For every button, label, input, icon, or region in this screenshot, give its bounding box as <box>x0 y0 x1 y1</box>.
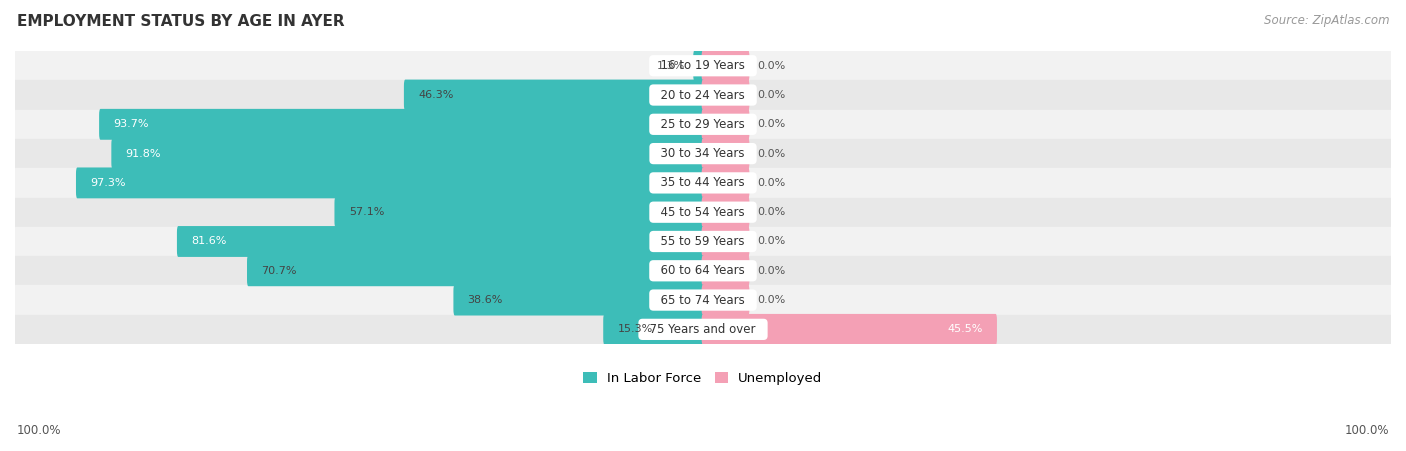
Bar <box>15 110 1391 139</box>
FancyBboxPatch shape <box>702 197 749 228</box>
Text: 60 to 64 Years: 60 to 64 Years <box>654 264 752 277</box>
FancyBboxPatch shape <box>702 109 749 140</box>
FancyBboxPatch shape <box>98 109 704 140</box>
FancyBboxPatch shape <box>702 285 749 316</box>
Text: 55 to 59 Years: 55 to 59 Years <box>654 235 752 248</box>
Text: 35 to 44 Years: 35 to 44 Years <box>654 176 752 189</box>
FancyBboxPatch shape <box>404 79 704 110</box>
Text: 0.0%: 0.0% <box>758 120 786 129</box>
Text: 30 to 34 Years: 30 to 34 Years <box>654 147 752 160</box>
Text: 45.5%: 45.5% <box>948 324 983 334</box>
Text: 97.3%: 97.3% <box>90 178 125 188</box>
Bar <box>15 80 1391 110</box>
Text: 91.8%: 91.8% <box>125 149 162 159</box>
Text: 0.0%: 0.0% <box>758 295 786 305</box>
Text: 70.7%: 70.7% <box>262 266 297 276</box>
FancyBboxPatch shape <box>702 79 749 110</box>
Text: 0.0%: 0.0% <box>758 207 786 217</box>
Text: 16 to 19 Years: 16 to 19 Years <box>654 59 752 72</box>
Text: 93.7%: 93.7% <box>114 120 149 129</box>
Text: 38.6%: 38.6% <box>468 295 503 305</box>
FancyBboxPatch shape <box>702 226 749 257</box>
Text: 1.3%: 1.3% <box>657 61 685 71</box>
Legend: In Labor Force, Unemployed: In Labor Force, Unemployed <box>578 367 828 390</box>
FancyBboxPatch shape <box>702 167 749 198</box>
Bar <box>15 198 1391 227</box>
FancyBboxPatch shape <box>693 51 704 81</box>
Text: 25 to 29 Years: 25 to 29 Years <box>654 118 752 131</box>
Text: 100.0%: 100.0% <box>1344 424 1389 437</box>
Text: 0.0%: 0.0% <box>758 178 786 188</box>
Text: 0.0%: 0.0% <box>758 90 786 100</box>
Text: 0.0%: 0.0% <box>758 61 786 71</box>
Text: 45 to 54 Years: 45 to 54 Years <box>654 206 752 219</box>
Text: EMPLOYMENT STATUS BY AGE IN AYER: EMPLOYMENT STATUS BY AGE IN AYER <box>17 14 344 28</box>
FancyBboxPatch shape <box>702 314 997 345</box>
FancyBboxPatch shape <box>702 255 749 286</box>
Text: 0.0%: 0.0% <box>758 149 786 159</box>
FancyBboxPatch shape <box>111 138 704 169</box>
Bar <box>15 139 1391 168</box>
Text: 15.3%: 15.3% <box>617 324 652 334</box>
FancyBboxPatch shape <box>702 51 749 81</box>
FancyBboxPatch shape <box>177 226 704 257</box>
Text: 0.0%: 0.0% <box>758 266 786 276</box>
Bar <box>15 168 1391 198</box>
Text: 0.0%: 0.0% <box>758 236 786 247</box>
Text: 75 Years and over: 75 Years and over <box>643 323 763 336</box>
Text: 65 to 74 Years: 65 to 74 Years <box>654 294 752 307</box>
FancyBboxPatch shape <box>247 255 704 286</box>
Bar <box>15 315 1391 344</box>
FancyBboxPatch shape <box>453 285 704 316</box>
Bar <box>15 227 1391 256</box>
Text: 100.0%: 100.0% <box>17 424 62 437</box>
Text: 20 to 24 Years: 20 to 24 Years <box>654 88 752 101</box>
Text: 57.1%: 57.1% <box>349 207 384 217</box>
Text: Source: ZipAtlas.com: Source: ZipAtlas.com <box>1264 14 1389 27</box>
Bar <box>15 51 1391 80</box>
Bar <box>15 256 1391 285</box>
FancyBboxPatch shape <box>335 197 704 228</box>
FancyBboxPatch shape <box>702 138 749 169</box>
FancyBboxPatch shape <box>603 314 704 345</box>
Text: 46.3%: 46.3% <box>418 90 454 100</box>
Text: 81.6%: 81.6% <box>191 236 226 247</box>
Bar <box>15 285 1391 315</box>
FancyBboxPatch shape <box>76 167 704 198</box>
